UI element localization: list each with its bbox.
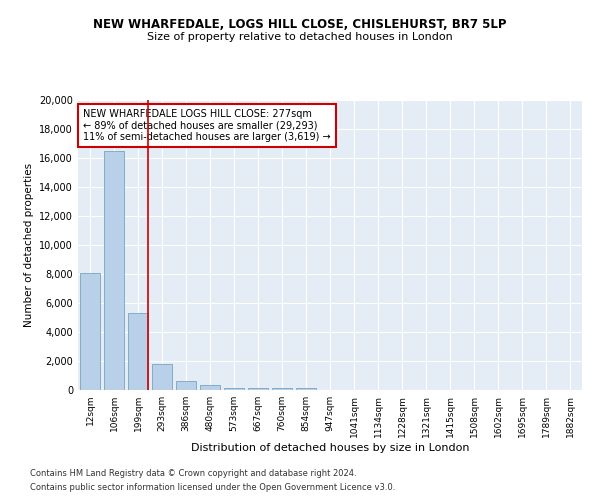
Bar: [272, 388, 292, 390]
Bar: [104, 151, 124, 390]
Bar: [200, 386, 220, 390]
X-axis label: Distribution of detached houses by size in London: Distribution of detached houses by size …: [191, 442, 469, 452]
Text: Size of property relative to detached houses in London: Size of property relative to detached ho…: [147, 32, 453, 42]
Bar: [176, 380, 196, 390]
Text: Contains HM Land Registry data © Crown copyright and database right 2024.: Contains HM Land Registry data © Crown c…: [30, 468, 356, 477]
Bar: [296, 388, 316, 390]
Bar: [224, 388, 244, 390]
Y-axis label: Number of detached properties: Number of detached properties: [24, 163, 34, 327]
Bar: [80, 272, 100, 390]
Text: Contains public sector information licensed under the Open Government Licence v3: Contains public sector information licen…: [30, 484, 395, 492]
Text: NEW WHARFEDALE LOGS HILL CLOSE: 277sqm
← 89% of detached houses are smaller (29,: NEW WHARFEDALE LOGS HILL CLOSE: 277sqm ←…: [83, 108, 331, 142]
Bar: [248, 388, 268, 390]
Text: NEW WHARFEDALE, LOGS HILL CLOSE, CHISLEHURST, BR7 5LP: NEW WHARFEDALE, LOGS HILL CLOSE, CHISLEH…: [93, 18, 507, 30]
Bar: [128, 313, 148, 390]
Bar: [152, 364, 172, 390]
